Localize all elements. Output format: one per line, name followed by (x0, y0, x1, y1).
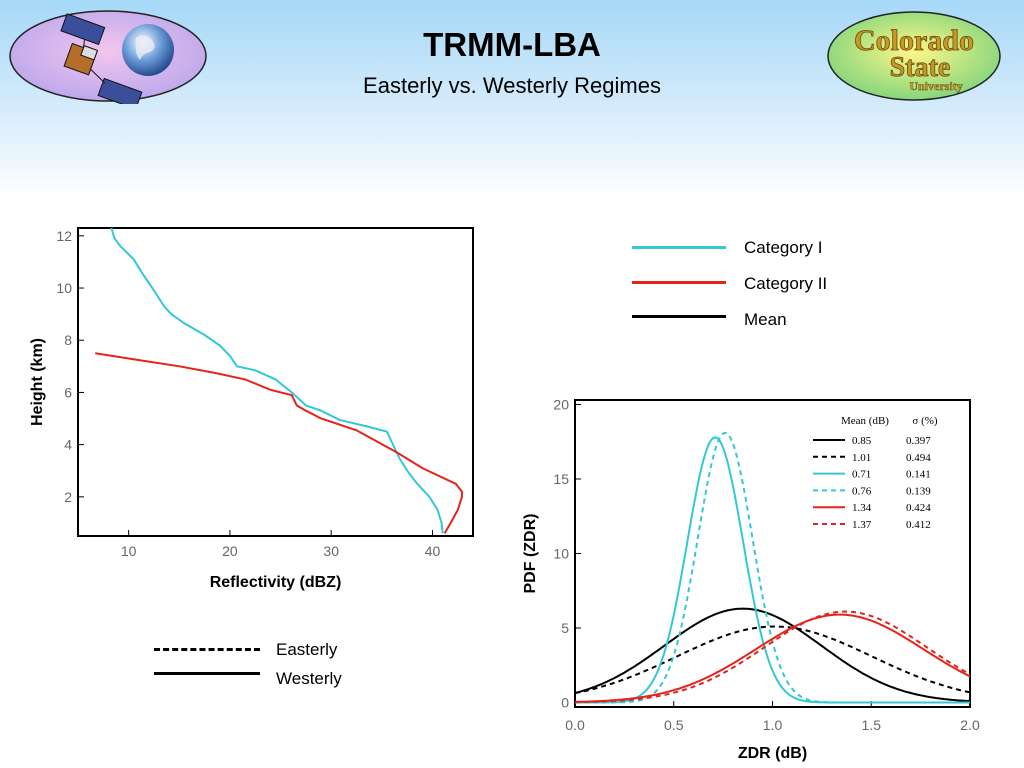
satellite-earth-logo (9, 10, 207, 104)
x-tick-label: 2.0 (960, 717, 980, 733)
y-tick-label: 8 (64, 332, 72, 348)
y-tick-label: 2 (64, 489, 72, 505)
legend-label-mean: Mean (744, 310, 787, 329)
table-sigma-value: 0.397 (906, 435, 931, 447)
y-tick-label: 15 (553, 471, 569, 487)
y-axis-title: Height (km) (29, 338, 46, 426)
table-header-mean: Mean (dB) (841, 415, 889, 427)
legend-label-category-ii: Category II (744, 274, 828, 293)
table-sigma-value: 0.494 (906, 452, 931, 464)
y-tick-label: 5 (561, 620, 569, 636)
table-mean-value: 0.76 (852, 485, 872, 497)
x-tick-label: 40 (425, 543, 441, 559)
x-tick-label: 10 (121, 543, 137, 559)
zdr-pdf-series-1 (575, 607, 970, 703)
zdr-pdf-series-3 (575, 436, 970, 704)
reflectivity-series-2 (95, 352, 463, 534)
table-sigma-value: 0.412 (906, 519, 931, 531)
table-mean-value: 0.71 (852, 469, 871, 481)
colorado-state-logo: Colorado State University (827, 11, 1001, 101)
logo-text-3: University (909, 79, 962, 93)
y-axis-title: PDF (ZDR) (522, 514, 539, 594)
y-tick-label: 10 (56, 280, 72, 296)
legend-label-category-i: Category I (744, 238, 823, 257)
right-plot-frame (574, 399, 971, 708)
x-tick-label: 0.0 (565, 717, 585, 733)
y-tick-label: 0 (561, 695, 569, 711)
legend-label-westerly: Westerly (276, 669, 342, 688)
legend-line-westerly (154, 672, 260, 675)
zdr-pdf-series-5 (575, 613, 970, 703)
reflectivity-series-1 (110, 227, 444, 534)
zdr-pdf-series-2 (575, 625, 970, 695)
table-sigma-value: 0.141 (906, 469, 931, 481)
y-tick-label: 6 (64, 384, 72, 400)
x-tick-label: 30 (323, 543, 339, 559)
x-tick-label: 1.5 (862, 717, 882, 733)
table-mean-value: 0.85 (852, 435, 872, 447)
x-tick-label: 20 (222, 543, 238, 559)
legend-line-category-i (632, 246, 726, 249)
zdr-pdf-series-6 (575, 610, 970, 704)
legend-label-easterly: Easterly (276, 640, 338, 659)
table-mean-value: 1.37 (852, 519, 872, 531)
left-plot-frame (77, 227, 474, 537)
y-tick-label: 20 (553, 396, 569, 412)
x-axis-title: ZDR (dB) (738, 745, 807, 762)
table-mean-value: 1.34 (852, 502, 872, 514)
x-tick-label: 0.5 (664, 717, 684, 733)
logo-text-1: Colorado (854, 24, 974, 57)
table-sigma-value: 0.139 (906, 485, 931, 497)
x-tick-label: 1.0 (763, 717, 783, 733)
logo-text-2: State (890, 52, 951, 83)
x-axis-title: Reflectivity (dBZ) (210, 574, 342, 591)
legend-line-mean (632, 315, 726, 318)
y-tick-label: 12 (56, 228, 72, 244)
table-mean-value: 1.01 (852, 452, 871, 464)
page-subtitle: Easterly vs. Westerly Regimes (363, 73, 661, 98)
table-header-sigma: σ (%) (912, 415, 938, 427)
legend-line-easterly (154, 648, 260, 651)
table-sigma-value: 0.424 (906, 502, 931, 514)
y-tick-label: 10 (553, 546, 569, 562)
y-tick-label: 4 (64, 437, 72, 453)
legend-line-category-ii (632, 281, 726, 284)
page-title: TRMM-LBA (423, 26, 601, 63)
